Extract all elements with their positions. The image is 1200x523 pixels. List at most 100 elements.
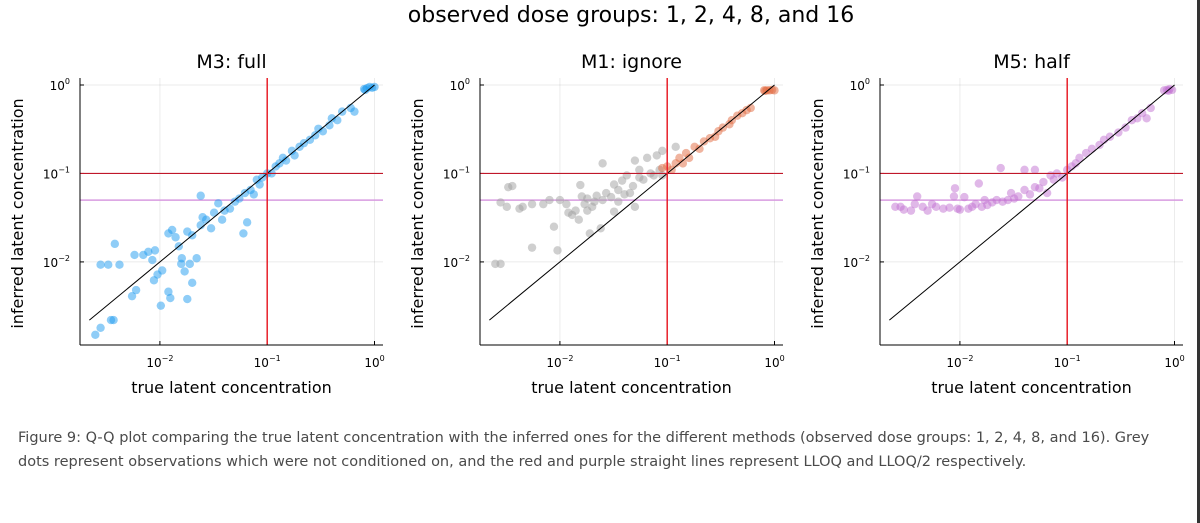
data-point [156,301,166,310]
data-point [1020,165,1029,174]
data-point [1114,128,1123,137]
data-point [185,259,195,269]
data-point [239,229,248,238]
data-point [109,315,118,325]
data-point [249,190,259,199]
x-tick-label: 10−1 [1054,354,1081,370]
panel-3: M5: half 10−2 10−1 100 10−2 10−1 100 true laten… [808,51,1185,397]
data-point [609,207,619,216]
data-point [960,192,969,202]
data-point [598,195,607,205]
data-point [1014,192,1023,201]
figure-suptitle: observed dose groups: 1, 2, 4, 8, and 16 [408,3,854,28]
data-point [502,202,512,211]
data-point [945,203,954,212]
data-point [1042,188,1052,198]
data-point [635,165,644,174]
data-point [606,192,616,202]
data-point [549,222,559,231]
data-point [553,246,562,255]
data-point [496,198,505,207]
data-point [1035,184,1044,193]
data-point [370,82,379,92]
data-point [684,153,694,163]
data-point [996,163,1005,173]
data-point [217,215,227,224]
data-point [931,202,941,211]
data-point [539,199,548,209]
x-tick-label: 10−1 [654,354,681,370]
data-point [625,188,635,198]
data-point [281,156,291,165]
data-point [183,294,192,304]
data-point [333,116,342,125]
panel-title: M3: full [196,51,266,73]
series-1 [91,82,379,339]
data-point [630,202,640,211]
y-axis-label: inferred latent concentration [8,98,27,328]
data-point [955,205,965,214]
data-point [290,151,299,160]
data-point [96,323,105,332]
data-point [923,206,932,215]
series-1 [491,142,680,269]
data-point [318,127,328,136]
data-point [166,293,175,303]
data-point [974,179,984,188]
x-tick-label: 10−2 [146,354,173,370]
figure-caption: Figure 9: Q-Q plot comparing the true la… [18,430,1150,470]
x-axis-label: true latent concentration [131,378,332,397]
window-edge [1197,0,1200,523]
data-point [104,260,113,269]
data-point [196,191,205,200]
data-point [622,171,631,180]
qq-figure: observed dose groups: 1, 2, 4, 8, and 16… [8,3,1185,397]
data-point [562,199,571,209]
data-point [171,233,180,242]
data-point [1075,153,1084,163]
y-tick-label: 10−1 [443,165,470,181]
y-tick-label: 100 [450,77,470,93]
data-point [1081,148,1091,158]
data-point [157,266,167,275]
data-point [130,250,139,260]
panel-title: M5: half [993,51,1071,73]
data-point [91,330,100,339]
y-axis-label: inferred latent concentration [808,98,827,328]
data-point [242,218,252,227]
data-point [742,105,751,115]
data-point [206,224,216,233]
identity-line [889,84,1175,321]
y-tick-label: 10−1 [43,165,70,181]
y-tick-label: 10−1 [843,165,870,181]
data-point [770,86,779,95]
data-point [1039,177,1048,187]
x-tick-label: 100 [764,354,784,370]
data-point [585,229,595,238]
data-point [150,246,160,255]
data-point [545,195,554,205]
data-point [913,192,922,201]
data-point [1121,123,1130,132]
data-point [949,192,959,201]
data-point [1030,165,1040,174]
data-point [350,107,359,116]
data-point [910,199,920,209]
data-point [325,121,334,130]
data-point [496,259,505,269]
data-point [1142,114,1151,123]
data-point [614,197,623,206]
data-point [1105,132,1115,141]
y-tick-label: 10−2 [843,254,870,270]
data-point [555,195,565,205]
data-point [695,144,704,154]
data-point [527,243,537,252]
data-point [164,287,173,296]
data-point [906,206,916,215]
data-point [192,254,201,263]
x-tick-label: 10−2 [946,354,973,370]
panel-title: M1: ignore [581,51,682,73]
data-point [598,159,607,168]
data-point [1049,175,1059,184]
data-point [628,181,638,191]
